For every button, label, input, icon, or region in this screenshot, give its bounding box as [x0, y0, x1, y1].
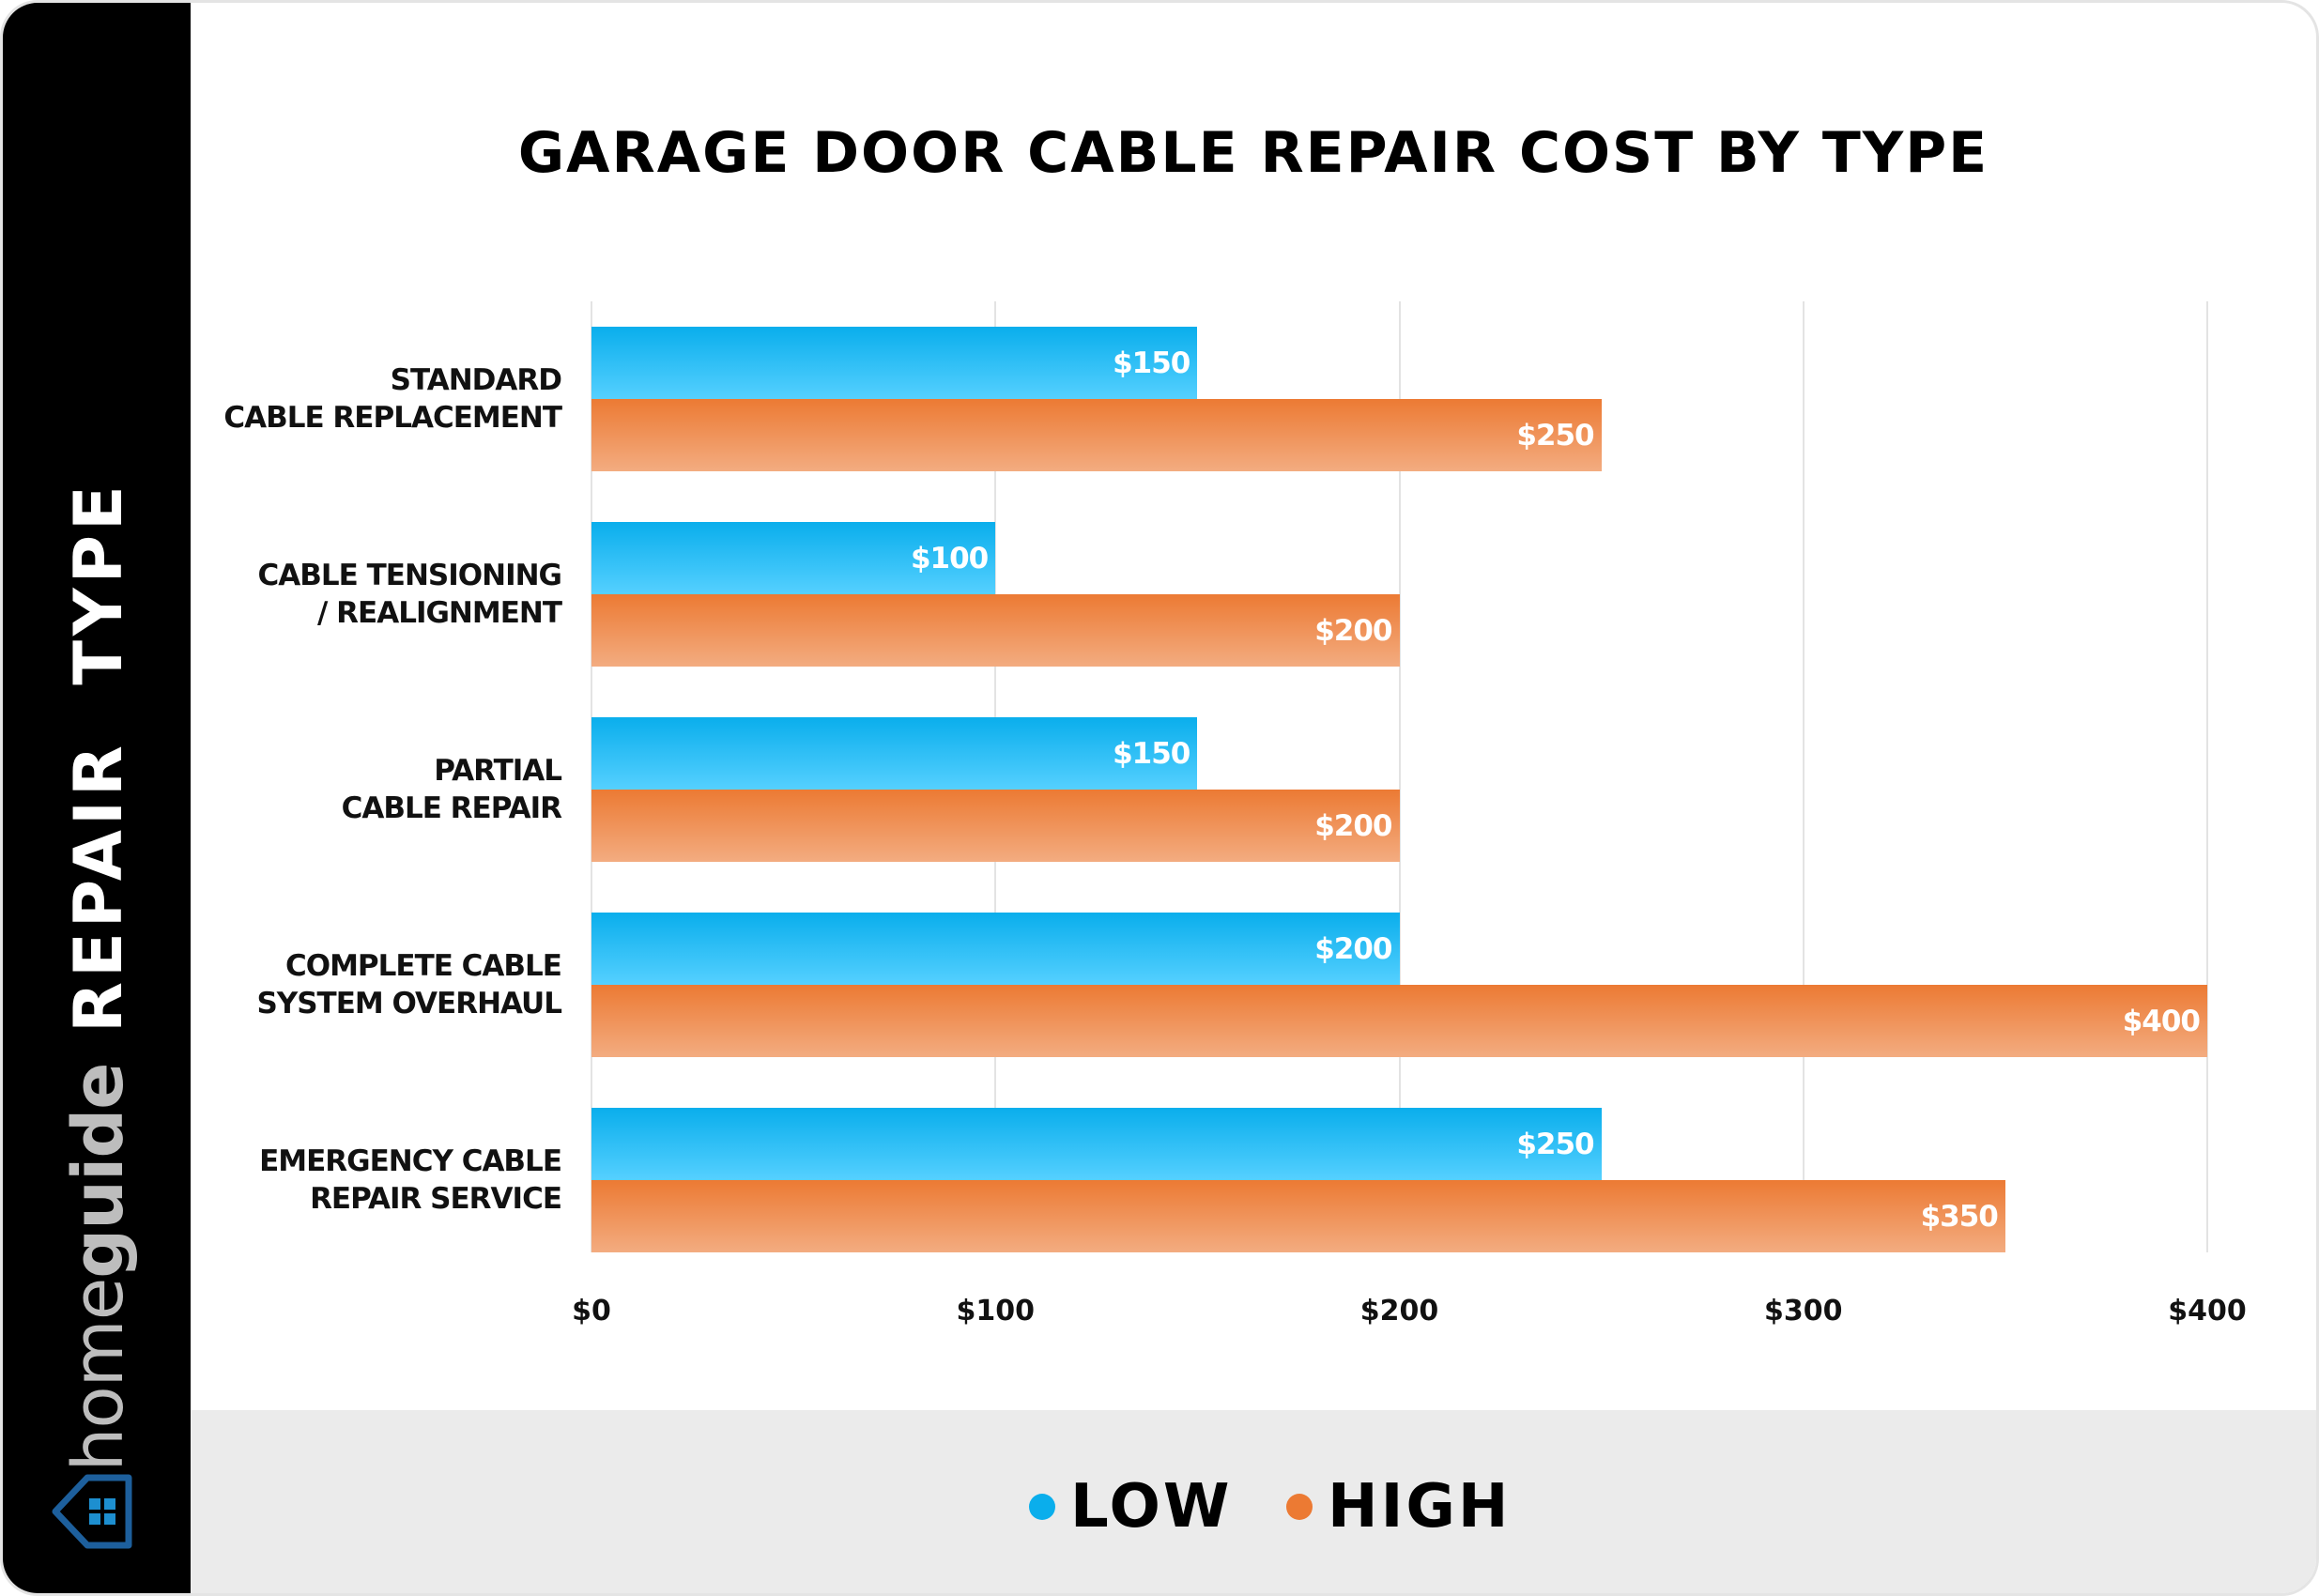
- data-label: $150: [1113, 736, 1190, 771]
- data-label: $100: [910, 541, 989, 575]
- x-tick-label: $400: [2168, 1295, 2247, 1327]
- bar-high: $250: [591, 399, 1602, 471]
- bar-high: $200: [591, 790, 1400, 862]
- sidebar: REPAIR TYPE homeguide: [3, 3, 191, 1593]
- bar-low: $250: [591, 1108, 1602, 1180]
- legend-dot-low: [1029, 1494, 1055, 1520]
- x-tick-label: $300: [1764, 1295, 1843, 1327]
- category-label: COMPLETE CABLE SYSTEM OVERHAUL: [256, 949, 562, 1021]
- bar-low: $200: [591, 913, 1400, 985]
- gridline: [1802, 301, 1805, 1252]
- chart-title: GARAGE DOOR CABLE REPAIR COST BY TYPE: [517, 120, 1989, 186]
- bar-high: $400: [591, 985, 2207, 1057]
- category-label: PARTIAL CABLE REPAIR: [341, 754, 562, 825]
- category-label: CABLE TENSIONING / REALIGNMENT: [257, 559, 562, 630]
- category-label: STANDARD CABLE REPLACEMENT: [223, 363, 562, 435]
- bar-low: $100: [591, 522, 996, 594]
- data-label: $150: [1113, 345, 1190, 380]
- x-tick-label: $0: [572, 1295, 611, 1327]
- legend-label-high: HIGH: [1328, 1472, 1512, 1542]
- legend-item-low: LOW: [1029, 1472, 1233, 1542]
- gridline: [2206, 301, 2208, 1252]
- data-label: $400: [2122, 1004, 2201, 1038]
- x-tick-label: $200: [1359, 1295, 1439, 1327]
- gridline: [1398, 301, 1401, 1252]
- data-label: $200: [1314, 808, 1392, 843]
- data-label: $200: [1314, 931, 1392, 966]
- data-label: $250: [1516, 418, 1594, 453]
- house-icon: [52, 1474, 132, 1549]
- legend-dot-high: [1286, 1494, 1313, 1520]
- bar-high: $350: [591, 1180, 2005, 1252]
- legend-label-low: LOW: [1070, 1472, 1233, 1542]
- legend-item-high: HIGH: [1286, 1472, 1511, 1542]
- category-label: EMERGENCY CABLE REPAIR SERVICE: [259, 1144, 562, 1216]
- data-label: $350: [1920, 1199, 1999, 1234]
- x-tick-label: $100: [956, 1295, 1036, 1327]
- bar-high: $200: [591, 594, 1400, 667]
- plot-area: $0 $100 $200 $300 $400 STANDARD CABLE REPLACE…: [3, 3, 2316, 1411]
- data-label: $250: [1516, 1127, 1594, 1161]
- bar-low: $150: [591, 717, 1198, 790]
- bar-low: $150: [591, 327, 1198, 399]
- data-label: $200: [1314, 613, 1392, 648]
- legend-area: [191, 1410, 2316, 1593]
